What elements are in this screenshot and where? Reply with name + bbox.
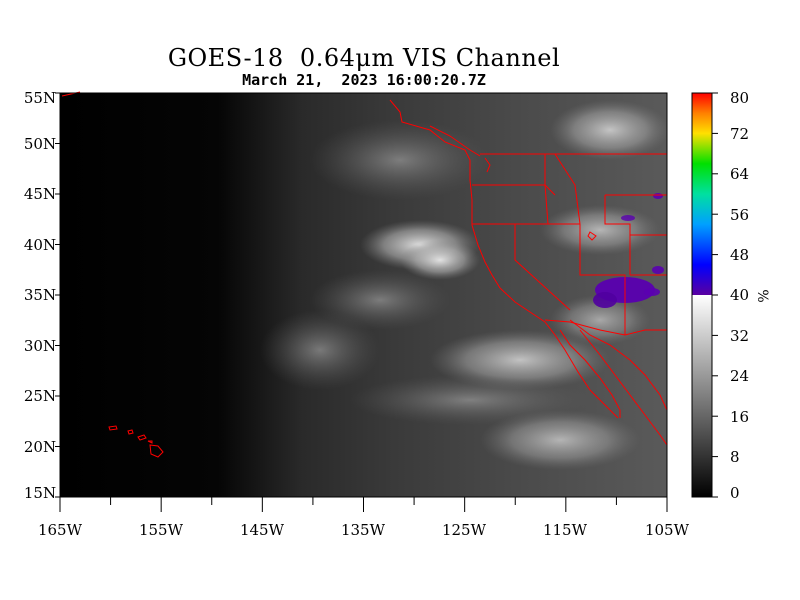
timestamp: March 21, 2023 16:00:20.7Z <box>242 71 486 89</box>
colorbar-tick-label: 56 <box>730 206 749 224</box>
lon-tick-label: 125W <box>442 521 487 539</box>
coastlines <box>389 99 667 446</box>
lat-tick-label: 45N <box>24 185 56 203</box>
lat-tick-label: 40N <box>24 236 56 254</box>
lat-tick-label: 55N <box>24 89 56 107</box>
lat-tick-label: 25N <box>24 387 56 405</box>
colorbar-tick-label: 80 <box>730 89 749 107</box>
colorbar-unit: % <box>754 289 770 302</box>
lon-tick-label: 105W <box>645 521 690 539</box>
imagery-layer <box>60 93 667 497</box>
lon-tick-label: 145W <box>240 521 285 539</box>
lat-tick-marks <box>55 92 60 498</box>
lat-tick-label: 20N <box>24 438 56 456</box>
lon-tick-label: 165W <box>38 521 83 539</box>
colorbar-gray-segment <box>692 295 712 497</box>
colorbar-color-segment <box>692 93 712 295</box>
colorbar-tick-label: 72 <box>730 125 749 143</box>
colorbar-tick-label: 16 <box>730 408 749 426</box>
lon-tick-label: 115W <box>543 521 588 539</box>
colorbar-tick-label: 64 <box>730 165 749 183</box>
colorbar-tick-label: 40 <box>730 286 749 304</box>
lat-tick-label: 15N <box>24 484 56 502</box>
colorbar-tick-label: 48 <box>730 246 749 264</box>
colorbar-tick-label: 32 <box>730 327 749 345</box>
colorbar-tick-label: 0 <box>730 484 740 502</box>
colorbar: 80 72 64 56 48 40 32 24 16 8 0 % <box>691 89 770 502</box>
lon-tick-label: 135W <box>341 521 386 539</box>
lon-tick-label: 155W <box>139 521 184 539</box>
colorbar-tick-label: 24 <box>730 367 749 385</box>
lat-tick-label: 50N <box>24 135 56 153</box>
lat-tick-label: 35N <box>24 286 56 304</box>
chart-title: GOES-18 0.64μm VIS Channel <box>167 44 561 72</box>
lon-tick-marks <box>59 497 668 512</box>
lat-tick-label: 30N <box>24 337 56 355</box>
colorbar-tick-label: 8 <box>730 448 740 466</box>
